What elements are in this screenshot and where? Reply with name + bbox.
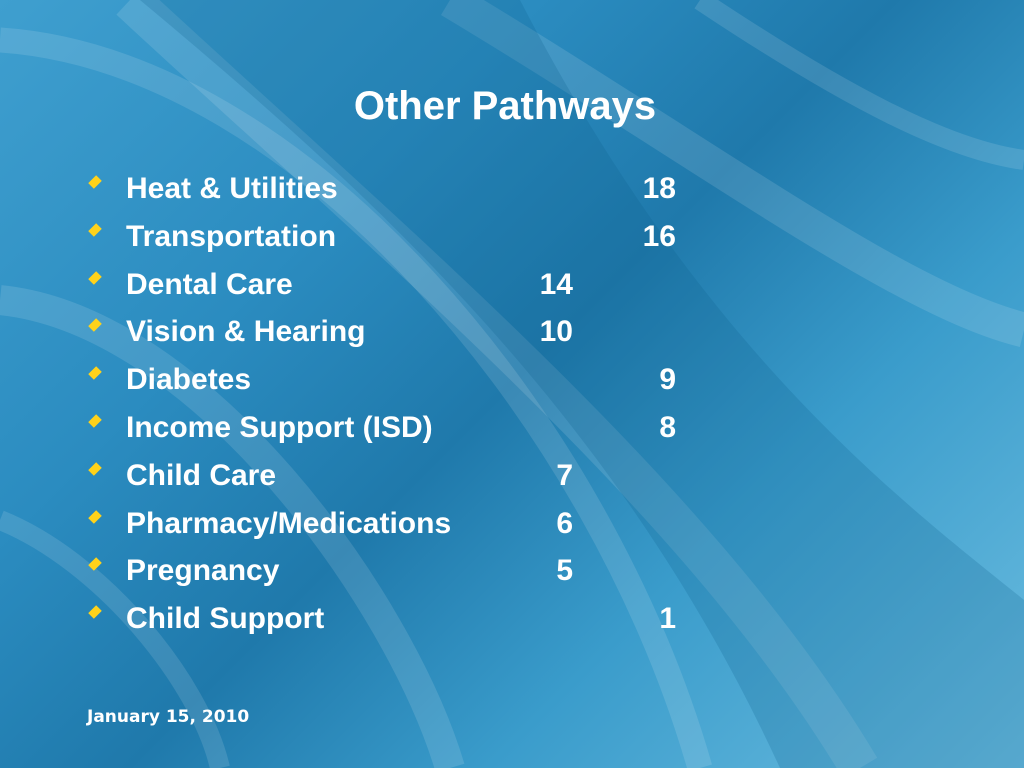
item-count: 9	[659, 363, 676, 397]
item-count: 14	[539, 267, 573, 301]
list-item: Dental Care 14	[0, 262, 1024, 310]
bullet	[88, 461, 102, 476]
bullet	[88, 223, 102, 237]
item-label: Dental Care	[126, 267, 293, 301]
item-label: Pregnancy	[126, 554, 280, 588]
item-label: Child Care	[126, 458, 277, 492]
item-count: 18	[642, 172, 676, 205]
list-item: Heat & Utilities 18	[0, 166, 1024, 214]
item-count: 16	[642, 219, 676, 253]
list-item: Vision & Hearing 10	[0, 309, 1024, 357]
list-item: Transportation 16	[0, 214, 1024, 262]
list-item: Income Support (ISD) 8	[0, 405, 1024, 453]
item-count: 5	[556, 554, 573, 588]
slide-title: Other Pathways	[353, 84, 657, 128]
bullet	[88, 175, 102, 189]
item-label: Transportation	[126, 219, 337, 253]
bullet	[88, 414, 102, 428]
item-label: Child Support	[126, 602, 325, 636]
item-count: 6	[556, 506, 573, 540]
bullet	[88, 318, 102, 333]
bullet	[88, 366, 102, 380]
item-label: Diabetes	[126, 363, 252, 397]
item-label: Pharmacy/Medications	[126, 506, 452, 540]
list-item: Pregnancy 5	[0, 548, 1024, 596]
list-item: Child Support 1	[0, 596, 1024, 644]
list-item: Child Care 7	[0, 453, 1024, 501]
item-count: 1	[659, 602, 676, 636]
item-count: 8	[659, 410, 676, 444]
list-item: Diabetes 9	[0, 357, 1024, 405]
list-item: Pharmacy/Medications 6	[0, 501, 1024, 549]
item-label: Income Support (ISD)	[126, 410, 433, 444]
footer-date: January 15, 2010	[87, 707, 250, 727]
bullet	[88, 270, 102, 285]
item-label: Heat & Utilities	[126, 172, 338, 205]
pathway-list: Heat & Utilities 18 Transportation 16 Dent…	[0, 166, 1024, 644]
bullet	[88, 509, 102, 524]
bullet	[88, 605, 102, 619]
item-count: 10	[539, 315, 573, 349]
item-label: Vision & Hearing	[126, 315, 366, 349]
bullet	[88, 557, 102, 572]
item-count: 7	[556, 458, 573, 492]
